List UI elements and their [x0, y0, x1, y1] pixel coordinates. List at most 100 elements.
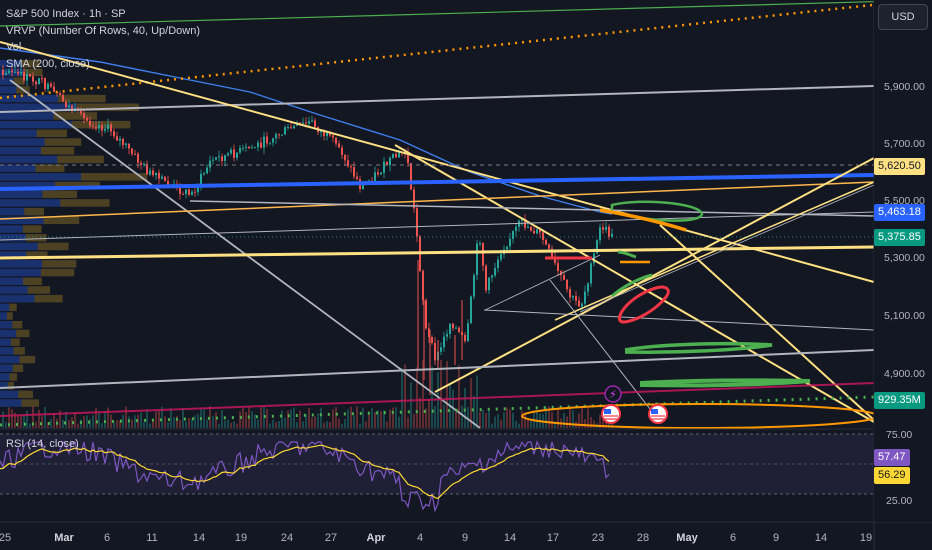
volume-bar	[524, 412, 526, 428]
yellow-horizontal-support[interactable]	[0, 245, 875, 260]
time-axis-label: 6	[104, 532, 110, 544]
profile-row-up	[0, 147, 41, 155]
orange-thin-resistance[interactable]	[0, 181, 875, 220]
volume-bar	[530, 419, 532, 428]
gray-thin-diagonal[interactable]	[549, 279, 661, 423]
last-price-tag: 5,375.85	[874, 229, 925, 246]
green-hook-stroke[interactable]	[611, 273, 653, 298]
volume-bar	[137, 414, 139, 428]
gray-lower-channel-line[interactable]	[0, 349, 875, 389]
profile-row-up	[0, 199, 61, 207]
candle-body	[71, 105, 73, 112]
rsi-pane[interactable]	[0, 428, 874, 513]
candle-body	[110, 124, 112, 132]
yellow-ascending-trendline[interactable]	[434, 157, 875, 393]
volume-bar	[146, 409, 148, 428]
volume-bar	[272, 419, 274, 428]
time-axis[interactable]: 25 Mar 6 11 14 19 24 27 Apr 4 9 14 17 23 28 May 6 9 14 19	[0, 532, 872, 544]
yellow-lower-descending-line[interactable]	[394, 144, 875, 423]
profile-row-up	[0, 390, 19, 399]
volume-bar	[356, 406, 358, 428]
profile-row-up	[0, 312, 7, 320]
vol-legend[interactable]: Vol	[6, 41, 22, 53]
candle-body	[125, 143, 127, 146]
green-long-stroke[interactable]	[624, 341, 773, 354]
volume-bar	[398, 416, 400, 428]
red-ellipse-annotation[interactable]	[618, 285, 670, 324]
orange-volume-ellipse[interactable]	[521, 403, 879, 429]
volume-bar	[131, 419, 133, 428]
gray-mid-line[interactable]	[0, 211, 875, 241]
candle-body	[299, 122, 301, 124]
profile-row-down	[57, 155, 104, 164]
candle-body	[251, 147, 253, 149]
event-markers[interactable]: ⚡	[601, 385, 668, 424]
candle-body	[491, 275, 493, 278]
candle-body	[548, 244, 550, 249]
volume-bar	[206, 419, 208, 428]
candle-body	[134, 153, 136, 155]
gray-support-line[interactable]	[189, 200, 875, 217]
rsi-legend[interactable]: RSI (14, close)	[6, 438, 79, 450]
yellow-x-cross-line[interactable]	[659, 224, 875, 421]
profile-row-down	[41, 260, 77, 268]
candle-body	[506, 246, 508, 250]
volume-bar	[410, 382, 412, 428]
gray-thin-ascending[interactable]	[579, 184, 875, 313]
candle-body	[578, 300, 580, 307]
candle-body	[23, 71, 25, 81]
candle-body	[467, 323, 469, 342]
volume-bar	[497, 414, 499, 428]
vrvp-legend[interactable]: VRVP (Number Of Rows, 40, Up/Down)	[6, 25, 200, 37]
gray-upper-channel-line[interactable]	[0, 85, 875, 113]
time-axis-label: Apr	[367, 532, 387, 544]
yellow-ascending-trendline-2[interactable]	[554, 181, 875, 321]
candle-body	[131, 148, 133, 154]
green-bottom-stroke[interactable]	[639, 378, 811, 388]
candle-body	[458, 327, 460, 332]
candle-body	[113, 131, 115, 137]
volume-bar	[395, 407, 397, 428]
candle-body	[434, 343, 436, 361]
rsi-ma-tag: 56.29	[874, 467, 910, 484]
candle-body	[62, 94, 64, 102]
drawings[interactable]	[0, 0, 932, 429]
candle-body	[293, 125, 295, 129]
volume-bar	[482, 410, 484, 428]
volume-bar	[65, 411, 67, 428]
gray-thin-diagonal-2[interactable]	[484, 254, 601, 311]
volume-bar	[179, 419, 181, 428]
candle-body	[257, 142, 259, 148]
candle-body	[530, 226, 532, 231]
green-channel-top-line[interactable]	[0, 0, 932, 27]
volume-bar	[335, 407, 337, 428]
gray-thin-channel[interactable]	[483, 309, 875, 331]
volume-tag: 929.35M	[874, 392, 925, 409]
volume-bar	[512, 412, 514, 428]
pink-volume-ma-line	[0, 382, 875, 417]
volume-bar	[293, 407, 295, 428]
lightning-event-icon[interactable]	[604, 385, 622, 403]
price-scale[interactable]: 5,900.005,700.005,500.005,300.005,100.00…	[884, 81, 925, 507]
volume-bar	[602, 420, 604, 428]
green-small-stroke[interactable]	[617, 250, 637, 259]
symbol-legend[interactable]: S&P 500 Index · 1h · SP	[6, 8, 126, 20]
candle-body	[8, 70, 10, 73]
currency-button[interactable]: USD	[878, 4, 928, 30]
candle-body	[155, 172, 157, 176]
orange-arrow-stroke[interactable]	[599, 208, 687, 232]
volume-bar	[458, 365, 460, 428]
volume-bar	[476, 375, 478, 428]
candle-body	[596, 240, 598, 254]
sma-legend[interactable]: SMA (200, close)	[6, 58, 90, 70]
profile-row-down	[27, 286, 51, 294]
blue-horizontal-resistance[interactable]	[0, 173, 875, 191]
volume-bar	[341, 423, 343, 428]
sma-price-tag: 5,463.18	[874, 204, 925, 221]
volume-bar	[83, 416, 85, 428]
yellow-descending-trendline[interactable]	[0, 41, 875, 283]
candle-body	[320, 130, 322, 133]
orange-dotted-trendline[interactable]	[0, 3, 873, 100]
volume-bar	[326, 421, 328, 428]
